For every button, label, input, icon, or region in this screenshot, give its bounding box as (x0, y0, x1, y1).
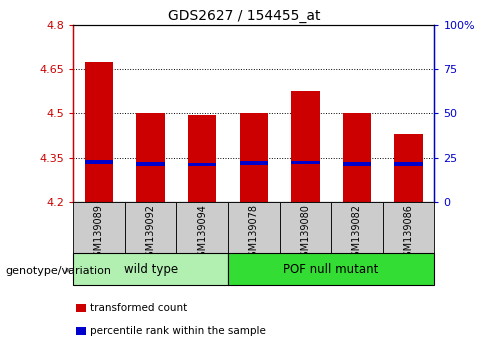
Bar (125, 202, 176, 253)
Bar (85, 62, 113, 202)
Bar (291, 161, 320, 164)
Text: wild type: wild type (123, 263, 178, 275)
Text: transformed count: transformed count (90, 303, 187, 313)
Bar (343, 162, 371, 166)
Text: GSM139082: GSM139082 (352, 204, 362, 263)
Text: GDS2627 / 154455_at: GDS2627 / 154455_at (168, 9, 320, 23)
Text: GSM139080: GSM139080 (300, 204, 310, 263)
Text: GSM139086: GSM139086 (404, 204, 413, 263)
Bar (73, 202, 125, 253)
Bar (188, 115, 216, 202)
Text: percentile rank within the sample: percentile rank within the sample (90, 326, 266, 336)
Bar (137, 162, 165, 166)
Bar (280, 202, 331, 253)
Bar (331, 202, 383, 253)
Text: GSM139089: GSM139089 (94, 204, 104, 263)
Bar (228, 253, 434, 285)
Bar (291, 91, 320, 202)
Bar (85, 160, 113, 164)
Bar (394, 162, 423, 166)
Bar (394, 134, 423, 202)
Text: GSM139094: GSM139094 (197, 204, 207, 263)
Text: GSM139092: GSM139092 (145, 204, 156, 263)
Bar (73, 253, 228, 285)
Bar (188, 162, 216, 166)
Text: POF null mutant: POF null mutant (284, 263, 379, 275)
Bar (343, 113, 371, 202)
Bar (240, 161, 268, 165)
Bar (228, 202, 280, 253)
Bar (383, 202, 434, 253)
Bar (240, 113, 268, 202)
Bar (137, 113, 165, 202)
Text: GSM139078: GSM139078 (249, 204, 259, 263)
Text: genotype/variation: genotype/variation (5, 266, 111, 276)
Bar (176, 202, 228, 253)
